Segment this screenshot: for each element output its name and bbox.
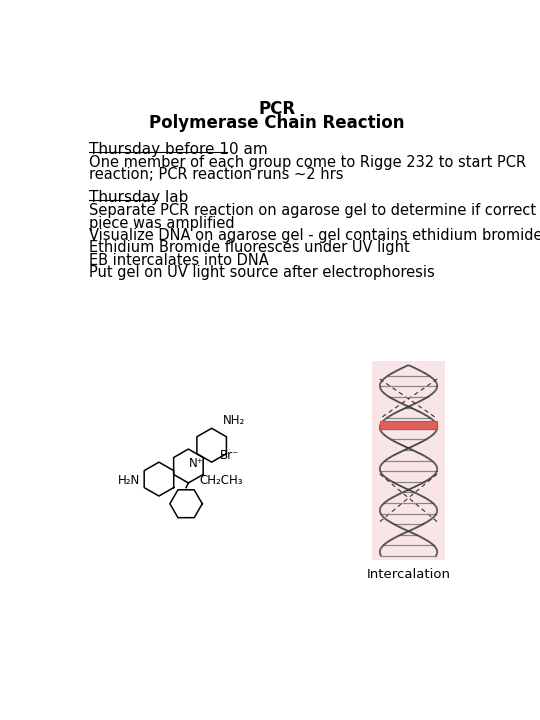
Text: Thursday lab: Thursday lab [89, 190, 188, 205]
Text: One member of each group come to Rigge 232 to start PCR: One member of each group come to Rigge 2… [89, 155, 526, 170]
Text: EB intercalates into DNA: EB intercalates into DNA [89, 253, 269, 268]
Text: Ethidium Bromide fluoresces under UV light: Ethidium Bromide fluoresces under UV lig… [89, 240, 410, 256]
FancyBboxPatch shape [372, 361, 445, 560]
Text: N⁺: N⁺ [188, 457, 204, 470]
Text: Polymerase Chain Reaction: Polymerase Chain Reaction [149, 114, 404, 132]
Text: Visualize DNA on agarose gel - gel contains ethidium bromide: Visualize DNA on agarose gel - gel conta… [89, 228, 540, 243]
Text: Thursday before 10 am: Thursday before 10 am [89, 142, 268, 157]
Text: H₂N: H₂N [118, 474, 140, 487]
FancyBboxPatch shape [380, 421, 437, 429]
Text: PCR: PCR [258, 100, 295, 118]
Text: Put gel on UV light source after electrophoresis: Put gel on UV light source after electro… [89, 265, 435, 280]
Text: CH₂CH₃: CH₂CH₃ [199, 474, 243, 487]
Text: NH₂: NH₂ [222, 414, 245, 427]
Text: Intercalation: Intercalation [367, 568, 450, 582]
Text: Separate PCR reaction on agarose gel to determine if correct size: Separate PCR reaction on agarose gel to … [89, 204, 540, 218]
Text: reaction; PCR reaction runs ~2 hrs: reaction; PCR reaction runs ~2 hrs [89, 167, 343, 182]
Text: piece was amplified: piece was amplified [89, 216, 235, 230]
Text: Br⁻: Br⁻ [219, 449, 239, 462]
